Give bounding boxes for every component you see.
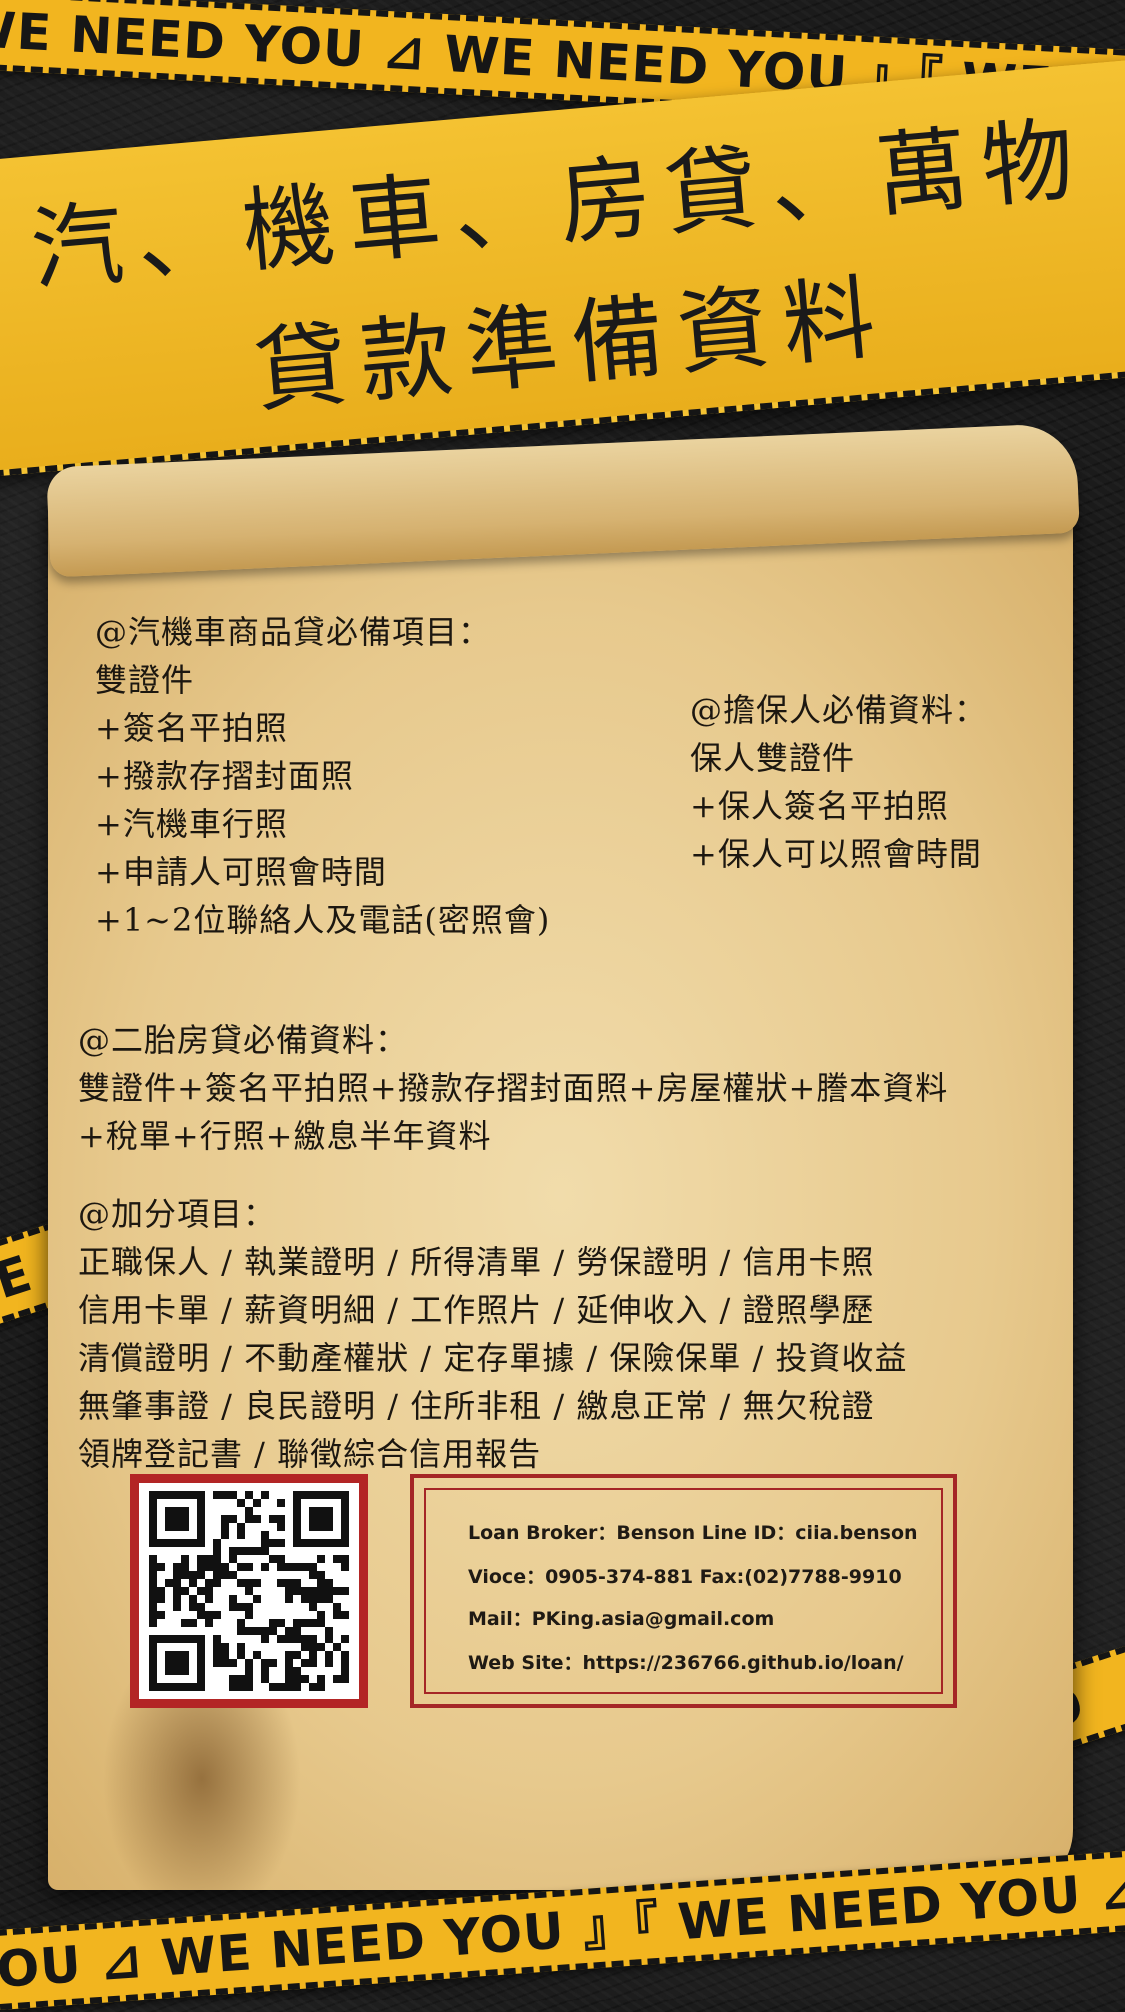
guarantor-item: +保人可以照會時間 <box>690 835 982 873</box>
car-loan-item: +簽名平拍照 <box>95 709 288 747</box>
second-mortgage-line: +稅單+行照+繳息半年資料 <box>78 1117 492 1155</box>
car-loan-item: +撥款存摺封面照 <box>95 757 354 795</box>
car-loan-item: +汽機車行照 <box>95 805 288 843</box>
bonus-line: 清償證明 / 不動產權狀 / 定存單據 / 保險保單 / 投資收益 <box>78 1339 908 1377</box>
contact-broker-line: Loan Broker：Benson Line ID：ciia.benson <box>468 1522 918 1544</box>
guarantor-item: +保人簽名平拍照 <box>690 787 949 825</box>
contact-phone-line: Vioce：0905-374-881 Fax:(02)7788-9910 <box>468 1566 902 1588</box>
qr-code-icon <box>149 1491 349 1691</box>
car-loan-item: +1~2位聯絡人及電話(密照會) <box>95 901 551 939</box>
guarantor-item: 保人雙證件 <box>690 739 856 777</box>
contact-box: Loan Broker：Benson Line ID：ciia.benson V… <box>410 1474 957 1708</box>
guarantor-section: @擔保人必備資料： 保人雙證件 +保人簽名平拍照 +保人可以照會時間 <box>690 686 987 878</box>
car-loan-heading: @汽機車商品貸必備項目： <box>95 613 492 651</box>
second-mortgage-heading: @二胎房貸必備資料： <box>78 1021 409 1059</box>
qr-code-frame[interactable] <box>130 1474 368 1708</box>
second-mortgage-line: 雙證件+簽名平拍照+撥款存摺封面照+房屋權狀+謄本資料 <box>78 1069 949 1107</box>
title-banner: 汽、機車、房貸、萬物 貸款準備資料 <box>0 56 1125 480</box>
bonus-section: @加分項目： 正職保人 / 執業證明 / 所得清單 / 勞保證明 / 信用卡照 … <box>78 1190 908 1478</box>
bonus-line: 無肇事證 / 良民證明 / 住所非租 / 繳息正常 / 無欠稅證 <box>78 1387 875 1425</box>
bonus-heading: @加分項目： <box>78 1195 277 1233</box>
car-loan-item: +申請人可照會時間 <box>95 853 387 891</box>
bonus-line: 信用卡單 / 薪資明細 / 工作照片 / 延伸收入 / 證照學歷 <box>78 1291 875 1329</box>
guarantor-heading: @擔保人必備資料： <box>690 691 988 729</box>
contact-mail-link[interactable]: Mail：PKing.asia@gmail.com <box>468 1608 775 1630</box>
bonus-line: 領牌登記書 / 聯徵綜合信用報告 <box>78 1435 542 1473</box>
car-loan-item: 雙證件 <box>95 661 195 699</box>
second-mortgage-section: @二胎房貸必備資料： 雙證件+簽名平拍照+撥款存摺封面照+房屋權狀+謄本資料 +… <box>78 1016 948 1160</box>
contact-website-link[interactable]: Web Site：https://236766.github.io/loan/ <box>468 1652 904 1674</box>
car-loan-section: @汽機車商品貸必備項目： 雙證件 +簽名平拍照 +撥款存摺封面照 +汽機車行照 … <box>95 608 550 944</box>
contact-box-inner-border <box>424 1488 943 1694</box>
bonus-line: 正職保人 / 執業證明 / 所得清單 / 勞保證明 / 信用卡照 <box>78 1243 875 1281</box>
